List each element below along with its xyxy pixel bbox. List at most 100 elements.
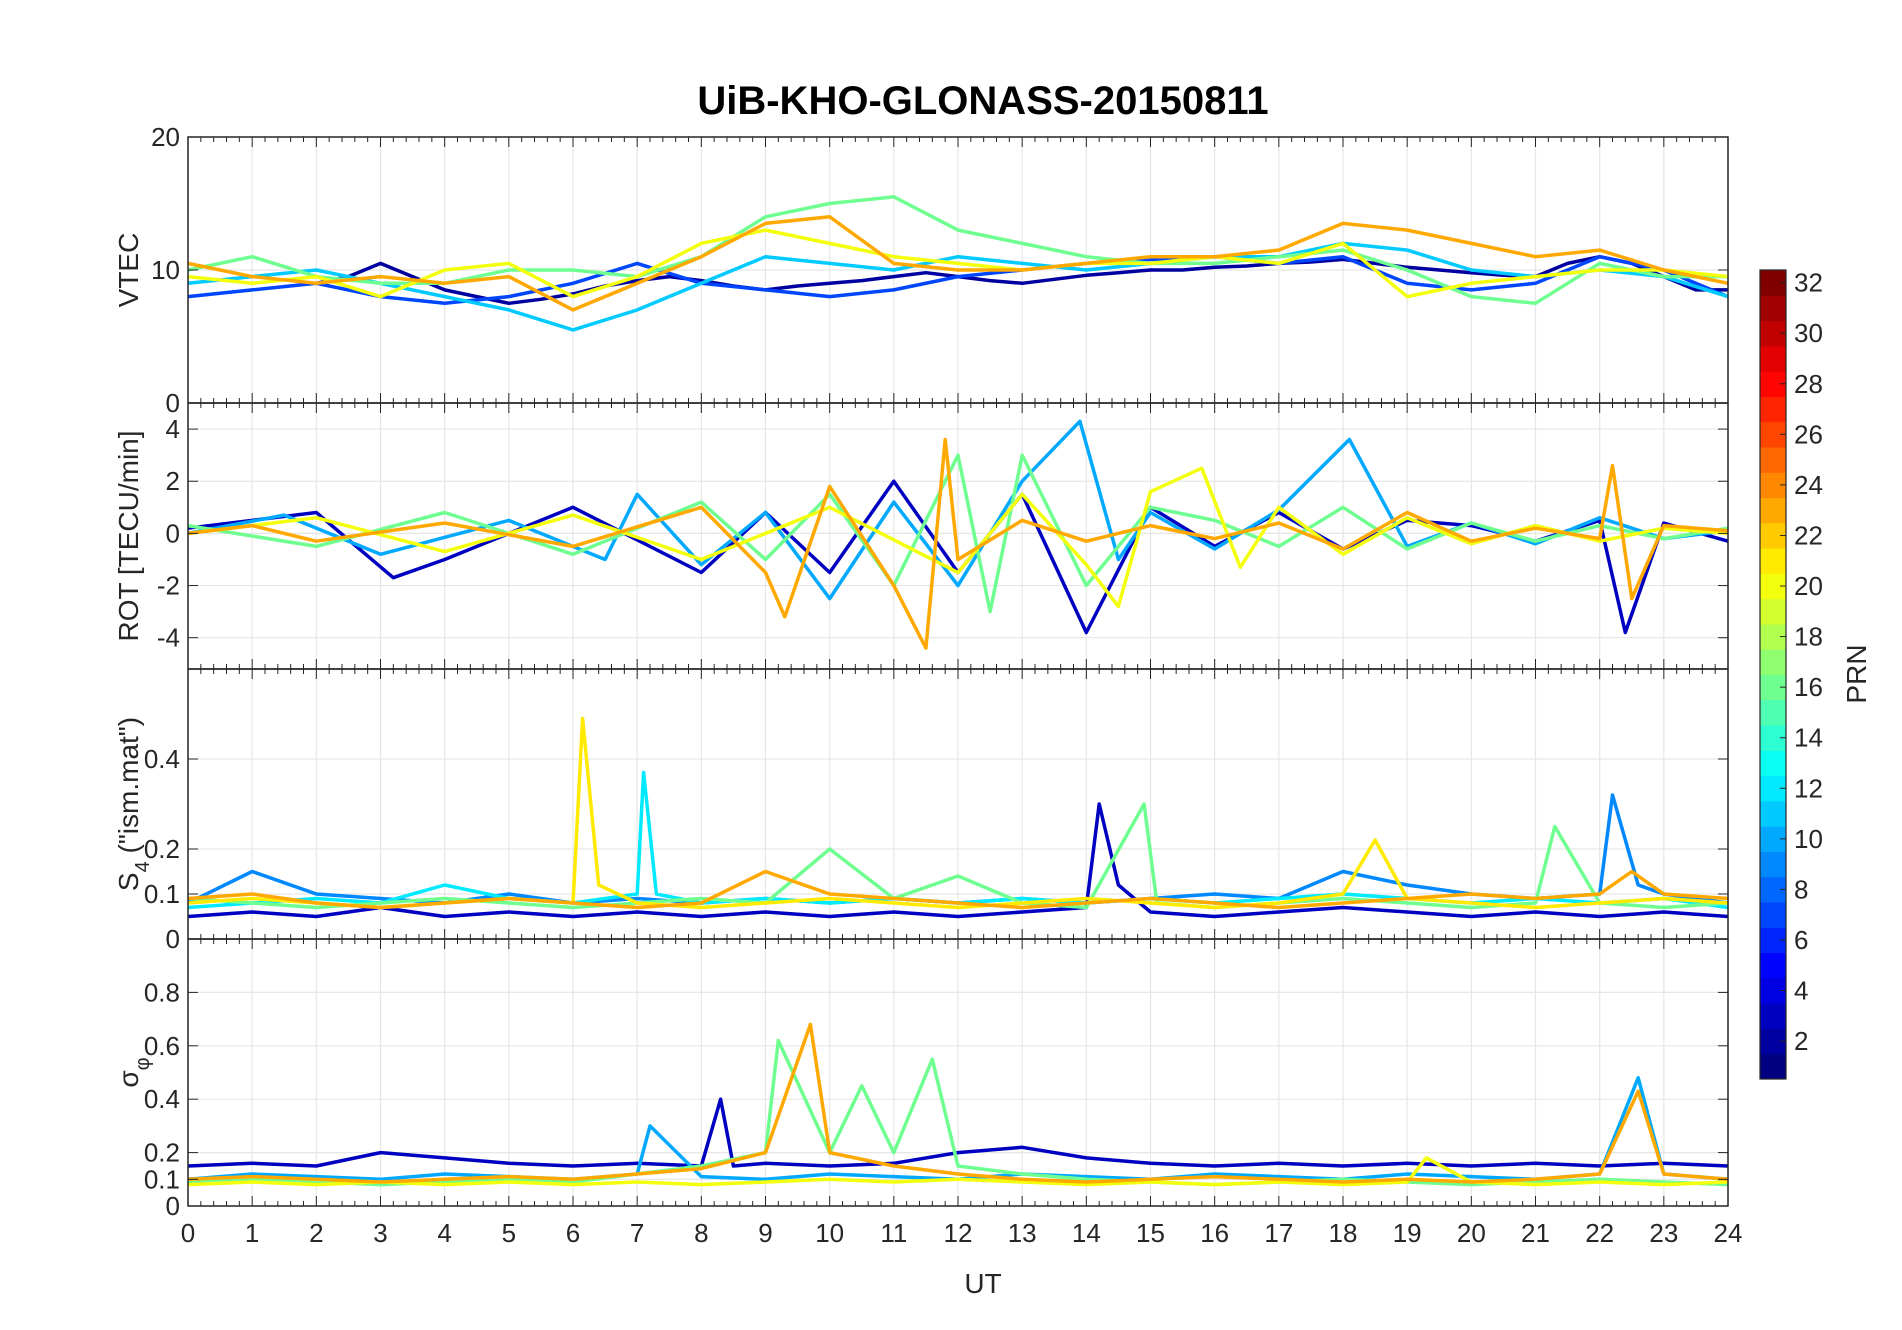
colorbar-segment xyxy=(1760,649,1786,675)
y-tick-label: 10 xyxy=(151,255,180,285)
chart-title: UiB-KHO-GLONASS-20150811 xyxy=(697,79,1268,123)
x-tick-label: 22 xyxy=(1585,1218,1614,1248)
y-tick-label: 0.6 xyxy=(144,1031,180,1061)
colorbar-segment xyxy=(1760,295,1786,322)
x-axis-label: UT xyxy=(964,1268,1001,1299)
y-tick-label: 4 xyxy=(166,414,180,444)
colorbar-tick-label: 16 xyxy=(1794,672,1823,702)
colorbar-tick-label: 2 xyxy=(1794,1026,1808,1056)
series-line-prn-16 xyxy=(187,1038,1729,1187)
y-axis-label-vtec: VTEC xyxy=(113,233,144,308)
y-tick-label: 0.4 xyxy=(144,1084,180,1114)
colorbar-segment xyxy=(1760,750,1786,777)
colorbar-segment xyxy=(1760,1053,1786,1080)
colorbar-tick-label: 30 xyxy=(1794,318,1823,348)
colorbar-tick-label: 22 xyxy=(1794,520,1823,550)
series-line-prn-3 xyxy=(187,1097,1729,1168)
colorbar-segment xyxy=(1760,952,1786,979)
y-tick-label: 0.4 xyxy=(144,744,180,774)
colorbar-label: PRN xyxy=(1841,644,1872,703)
colorbar-tick-label: 12 xyxy=(1794,773,1823,803)
x-tick-label: 15 xyxy=(1136,1218,1165,1248)
colorbar-tick-label: 20 xyxy=(1794,571,1823,601)
colorbar-tick-label: 8 xyxy=(1794,874,1808,904)
x-tick-label: 17 xyxy=(1264,1218,1293,1248)
series-line-prn-20 xyxy=(187,1156,1729,1187)
y-tick-label: 0.8 xyxy=(144,977,180,1007)
y-axis-label-base: S xyxy=(113,872,144,891)
x-tick-label: 12 xyxy=(944,1218,973,1248)
x-tick-label: 4 xyxy=(437,1218,451,1248)
colorbar-tick-label: 32 xyxy=(1794,268,1823,298)
colorbar-segment xyxy=(1760,851,1786,878)
y-tick-label: 2 xyxy=(166,466,180,496)
series-line-prn-11 xyxy=(187,241,1729,332)
y-tick-label: 0 xyxy=(166,1191,180,1221)
series-line-prn-7 xyxy=(187,254,1729,306)
colorbar-segment xyxy=(1760,446,1786,473)
series-group-rot xyxy=(187,419,1729,650)
colorbar-tick-label: 26 xyxy=(1794,419,1823,449)
colorbar-tick-label: 6 xyxy=(1794,925,1808,955)
y-tick-label: 0 xyxy=(166,518,180,548)
x-tick-label: 3 xyxy=(373,1218,387,1248)
y-tick-label: 0.2 xyxy=(144,1138,180,1168)
series-group-s4 xyxy=(187,716,1729,919)
y-axis-label-sigma: σφ xyxy=(113,1057,154,1087)
y-tick-label: 0.1 xyxy=(144,1164,180,1194)
colorbar-segment xyxy=(1760,1003,1786,1029)
y-tick-label: 0 xyxy=(166,924,180,954)
x-tick-label: 10 xyxy=(815,1218,844,1248)
colorbar-tick-label: 4 xyxy=(1794,976,1808,1006)
grid-s4 xyxy=(187,669,1729,940)
colorbar-segment xyxy=(1760,497,1786,524)
y-tick-label: -4 xyxy=(157,623,180,653)
x-tick-label: 2 xyxy=(309,1218,323,1248)
y-tick-label: 0 xyxy=(166,388,180,418)
series-line-prn-23 xyxy=(187,1022,1729,1184)
colorbar-segment xyxy=(1760,699,1786,726)
panel-rot: -4 -2 0 2 4 ROT [TECU/min] xyxy=(113,402,1729,670)
x-tick-labels: 0 1 2 3 4 5 6 7 8 9 10 11 12 13 14 15 16 17 18 19 20 21 22 23 24 xyxy=(181,1218,1743,1248)
y-axis-label-rot: ROT [TECU/min] xyxy=(113,430,144,641)
panel-s4: 00.10.20.4S4 ("ism.mat") xyxy=(113,668,1729,954)
series-line-prn-3 xyxy=(187,802,1729,919)
colorbar-tick-label: 18 xyxy=(1794,622,1823,652)
colorbar-segment xyxy=(1760,800,1786,827)
y-axis-label-base: σ xyxy=(113,1070,144,1087)
colorbar-segment xyxy=(1760,396,1786,423)
x-tick-label: 19 xyxy=(1393,1218,1422,1248)
y-axis-label-subscript: 4 xyxy=(132,861,154,872)
x-tick-label: 8 xyxy=(694,1218,708,1248)
colorbar-tick-label: 10 xyxy=(1794,824,1823,854)
x-tick-label: 18 xyxy=(1329,1218,1358,1248)
series-line-prn-23 xyxy=(187,437,1729,650)
x-tick-label: 5 xyxy=(502,1218,516,1248)
x-tick-label: 11 xyxy=(880,1218,907,1248)
y-axis-label-subscript: φ xyxy=(132,1057,154,1070)
colorbar-tick-label: 24 xyxy=(1794,470,1823,500)
colorbar-segment xyxy=(1760,598,1786,625)
y-tick-label: -2 xyxy=(157,571,180,601)
x-tick-label: 1 xyxy=(245,1218,259,1248)
x-tick-label: 24 xyxy=(1714,1218,1743,1248)
x-tick-label: 9 xyxy=(758,1218,772,1248)
colorbar-tick-label: 14 xyxy=(1794,723,1823,753)
x-tick-label: 21 xyxy=(1521,1218,1550,1248)
y-axis-label-s4: S4 ("ism.mat") xyxy=(113,717,154,891)
x-tick-label: 23 xyxy=(1649,1218,1678,1248)
colorbar-tick-label: 28 xyxy=(1794,369,1823,399)
x-tick-label: 14 xyxy=(1072,1218,1101,1248)
x-tick-label: 6 xyxy=(566,1218,580,1248)
y-tick-label: 0.1 xyxy=(144,879,180,909)
panel-vtec: 0 10 20 VTEC xyxy=(113,122,1729,418)
colorbar-frame xyxy=(1759,269,1787,1080)
x-tick-label: 7 xyxy=(630,1218,644,1248)
x-tick-label: 13 xyxy=(1008,1218,1037,1248)
series-group-sigma xyxy=(187,1022,1729,1187)
series-line-prn-23 xyxy=(187,869,1729,910)
series-line-prn-23 xyxy=(187,215,1729,312)
colorbar-segment xyxy=(1760,345,1786,372)
